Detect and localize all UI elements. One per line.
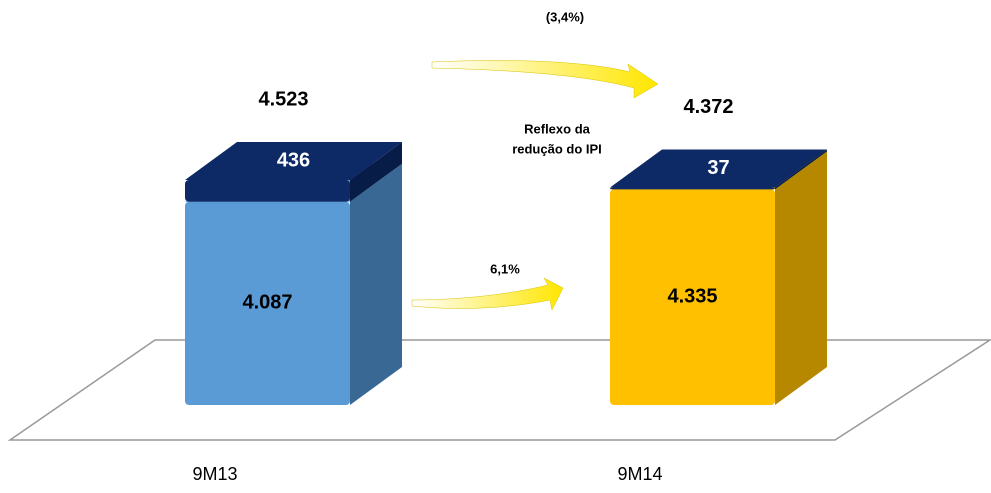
arrow: [411, 277, 564, 311]
bar-top: [185, 142, 402, 180]
data-label: 37: [707, 157, 729, 179]
data-label: 436: [277, 149, 310, 171]
bar-side: [775, 149, 827, 190]
total-label: 4.372: [683, 96, 733, 118]
x-tick-label: 9M13: [192, 464, 237, 484]
bar: [185, 180, 350, 202]
annotation: (3,4%): [546, 9, 584, 24]
annotation: 6,1%: [490, 261, 520, 276]
bar: [610, 187, 775, 190]
annotation: Reflexo da: [524, 121, 591, 136]
floor: [7, 339, 991, 441]
bar: [610, 189, 775, 405]
data-label: 4.087: [242, 292, 292, 314]
annotation: redução do IPI: [512, 141, 602, 156]
bar-side: [775, 151, 827, 405]
total-label: 4.523: [258, 88, 308, 110]
bar-side: [350, 142, 402, 202]
bar-side: [350, 163, 402, 405]
bar: [185, 201, 350, 405]
bar-top: [610, 149, 827, 188]
data-label: 4.335: [667, 285, 717, 307]
arrow: [431, 60, 659, 99]
x-tick-label: 9M14: [617, 464, 662, 484]
